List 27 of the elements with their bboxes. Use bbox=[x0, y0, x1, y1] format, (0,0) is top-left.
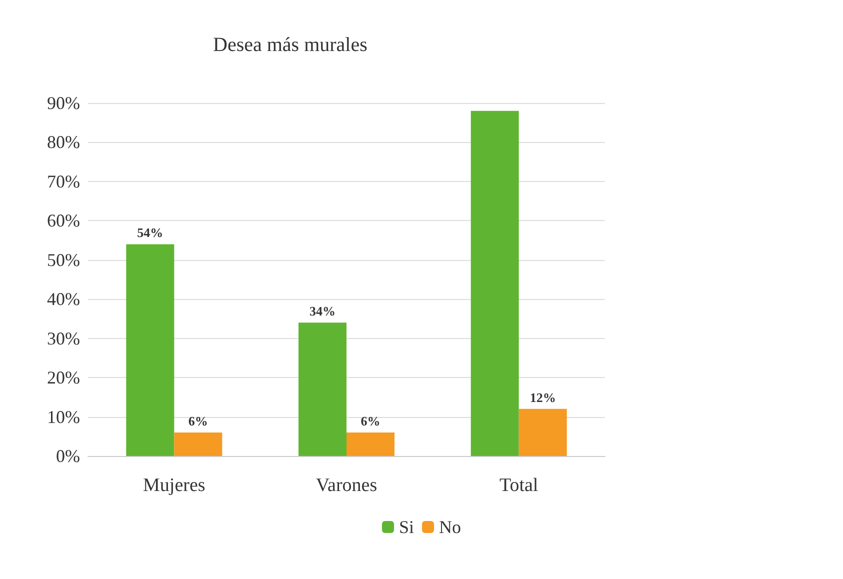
y-tick-label: 0% bbox=[56, 446, 80, 466]
legend-label: No bbox=[439, 517, 462, 537]
y-tick-label: 20% bbox=[47, 368, 80, 388]
data-label: 12% bbox=[530, 390, 556, 405]
y-tick-label: 80% bbox=[47, 132, 80, 152]
y-tick-label: 10% bbox=[47, 406, 80, 427]
bar bbox=[346, 432, 394, 456]
data-label: 6% bbox=[360, 413, 380, 428]
data-label: 6% bbox=[188, 413, 208, 428]
y-tick-label: 30% bbox=[47, 328, 80, 348]
bar bbox=[298, 322, 346, 456]
y-tick-label: 60% bbox=[47, 210, 80, 231]
bar bbox=[518, 408, 567, 456]
y-tick-label: 70% bbox=[47, 171, 80, 192]
x-tick-label: Mujeres bbox=[143, 475, 206, 496]
y-tick-label: 90% bbox=[47, 93, 80, 113]
legend-label: Si bbox=[398, 517, 414, 537]
chart-title: Desea más murales bbox=[213, 34, 368, 56]
data-label: 54% bbox=[137, 225, 164, 240]
x-tick-label: Varones bbox=[316, 475, 378, 496]
bar bbox=[174, 432, 222, 456]
bar bbox=[470, 110, 519, 456]
y-tick-label: 50% bbox=[47, 250, 80, 270]
x-tick-label: Total bbox=[499, 475, 538, 496]
y-tick-label: 40% bbox=[47, 289, 80, 310]
bar bbox=[126, 244, 174, 456]
data-label: 34% bbox=[310, 304, 336, 319]
